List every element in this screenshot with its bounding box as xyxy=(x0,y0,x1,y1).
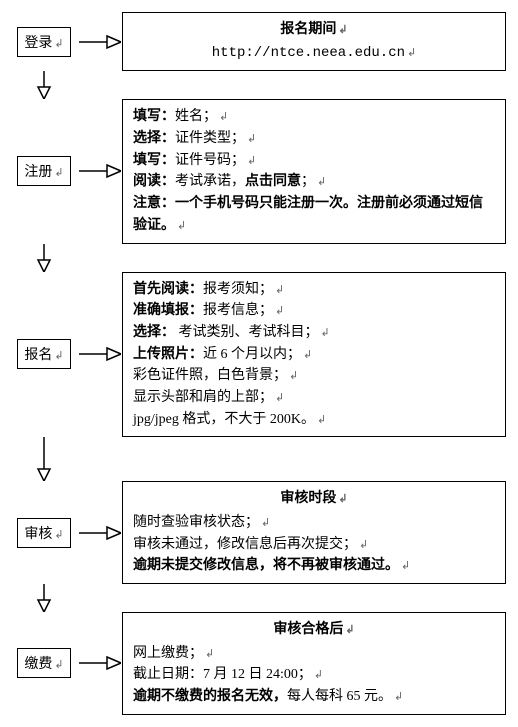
text: 每人每科 65 元。 xyxy=(287,689,392,704)
box-login-url: http://ntce.neea.edu.cn xyxy=(212,45,405,61)
return-mark: ↲ xyxy=(54,659,63,671)
node-signup: 报名↲ xyxy=(17,339,70,369)
text: 近 6 个月以内； xyxy=(203,347,301,362)
arrow-right-icon xyxy=(76,12,122,71)
arrow-down-icon xyxy=(12,437,76,481)
text: 网上缴费； xyxy=(133,646,203,661)
return-mark: ↲ xyxy=(219,111,228,123)
node-login: 登录↲ xyxy=(17,27,70,57)
text: 截止日期：7 月 12 日 24:00； xyxy=(133,667,312,682)
flow-row-login: 登录↲ 报名期间↲ http://ntce.neea.edu.cn↲ xyxy=(12,12,506,71)
return-mark: ↲ xyxy=(317,414,326,426)
node-register: 注册↲ xyxy=(17,156,70,186)
return-mark: ↲ xyxy=(177,220,186,232)
return-mark: ↲ xyxy=(359,539,368,551)
node-signup-label: 报名 xyxy=(24,348,52,363)
return-mark: ↲ xyxy=(247,155,256,167)
return-mark: ↲ xyxy=(247,133,256,145)
text: 考试承诺， xyxy=(175,174,245,189)
return-mark: ↲ xyxy=(401,560,410,572)
text: 报考信息； xyxy=(203,303,273,318)
arrow-right-icon xyxy=(76,481,122,584)
arrow-right-icon xyxy=(76,612,122,715)
return-mark: ↲ xyxy=(54,167,63,179)
text: 首先阅读： xyxy=(133,282,203,297)
return-mark: ↲ xyxy=(407,47,416,59)
flow-row-register: 注册↲ 填写：姓名；↲ 选择：证件类型；↲ 填写：证件号码；↲ 阅读：考试承诺，… xyxy=(12,99,506,243)
text: 准确填报： xyxy=(133,303,203,318)
return-mark: ↲ xyxy=(275,392,284,404)
text: 选择： xyxy=(133,131,175,146)
text: 选择： xyxy=(133,325,175,340)
return-mark: ↲ xyxy=(317,176,326,188)
text: 填写： xyxy=(133,109,175,124)
text: 填写： xyxy=(133,153,175,168)
text: 上传照片： xyxy=(133,347,203,362)
return-mark: ↲ xyxy=(321,327,330,339)
text: 逾期未提交修改信息，将不再被审核通过。 xyxy=(133,558,399,573)
box-review-title: 审核时段 xyxy=(280,491,336,506)
flowchart: 登录↲ 报名期间↲ http://ntce.neea.edu.cn↲ 注册↲ 填… xyxy=(12,12,506,715)
text: ； xyxy=(301,174,315,189)
node-login-label: 登录 xyxy=(24,36,52,51)
return-mark: ↲ xyxy=(345,624,354,636)
return-mark: ↲ xyxy=(54,38,63,50)
text: 报考须知； xyxy=(203,282,273,297)
text: 点击同意 xyxy=(245,174,301,189)
box-login-title: 报名期间 xyxy=(280,22,336,37)
box-pay-title: 审核合格后 xyxy=(273,622,343,637)
return-mark: ↲ xyxy=(205,648,214,660)
return-mark: ↲ xyxy=(394,691,403,703)
text: 逾期不缴费的报名无效， xyxy=(133,689,287,704)
flow-row-signup: 报名↲ 首先阅读：报考须知；↲ 准确填报：报考信息；↲ 选择： 考试类别、考试科… xyxy=(12,272,506,438)
text: 显示头部和肩的上部； xyxy=(133,390,273,405)
box-review: 审核时段↲ 随时查验审核状态；↲ 审核未通过，修改信息后再次提交；↲ 逾期未提交… xyxy=(122,481,506,584)
node-pay: 缴费↲ xyxy=(17,648,70,678)
arrow-down-icon xyxy=(12,244,76,272)
node-register-label: 注册 xyxy=(24,165,52,180)
flow-row-review: 审核↲ 审核时段↲ 随时查验审核状态；↲ 审核未通过，修改信息后再次提交；↲ 逾… xyxy=(12,481,506,584)
arrow-right-icon xyxy=(76,272,122,438)
return-mark: ↲ xyxy=(54,350,63,362)
text: 随时查验审核状态； xyxy=(133,515,259,530)
return-mark: ↲ xyxy=(338,24,347,36)
return-mark: ↲ xyxy=(303,349,312,361)
node-review-label: 审核 xyxy=(24,527,52,542)
text: 姓名； xyxy=(175,109,217,124)
return-mark: ↲ xyxy=(275,305,284,317)
node-review: 审核↲ xyxy=(17,518,70,548)
text: 彩色证件照，白色背景； xyxy=(133,368,287,383)
text: 审核未通过，修改信息后再次提交； xyxy=(133,537,357,552)
arrow-down-icon xyxy=(12,584,76,612)
return-mark: ↲ xyxy=(261,517,270,529)
box-login: 报名期间↲ http://ntce.neea.edu.cn↲ xyxy=(122,12,506,71)
text: 证件号码； xyxy=(175,153,245,168)
flow-row-pay: 缴费↲ 审核合格后↲ 网上缴费；↲ 截止日期：7 月 12 日 24:00；↲ … xyxy=(12,612,506,715)
box-pay: 审核合格后↲ 网上缴费；↲ 截止日期：7 月 12 日 24:00；↲ 逾期不缴… xyxy=(122,612,506,715)
box-signup: 首先阅读：报考须知；↲ 准确填报：报考信息；↲ 选择： 考试类别、考试科目；↲ … xyxy=(122,272,506,438)
return-mark: ↲ xyxy=(54,529,63,541)
text: jpg/jpeg 格式，不大于 200K。 xyxy=(133,412,315,427)
return-mark: ↲ xyxy=(275,284,284,296)
node-pay-label: 缴费 xyxy=(24,657,52,672)
arrow-right-icon xyxy=(76,99,122,243)
return-mark: ↲ xyxy=(314,669,323,681)
return-mark: ↲ xyxy=(338,493,347,505)
text: 考试类别、考试科目； xyxy=(175,325,319,340)
box-register: 填写：姓名；↲ 选择：证件类型；↲ 填写：证件号码；↲ 阅读：考试承诺，点击同意… xyxy=(122,99,506,243)
text: 证件类型； xyxy=(175,131,245,146)
text: 阅读： xyxy=(133,174,175,189)
arrow-down-icon xyxy=(12,71,76,99)
return-mark: ↲ xyxy=(289,370,298,382)
